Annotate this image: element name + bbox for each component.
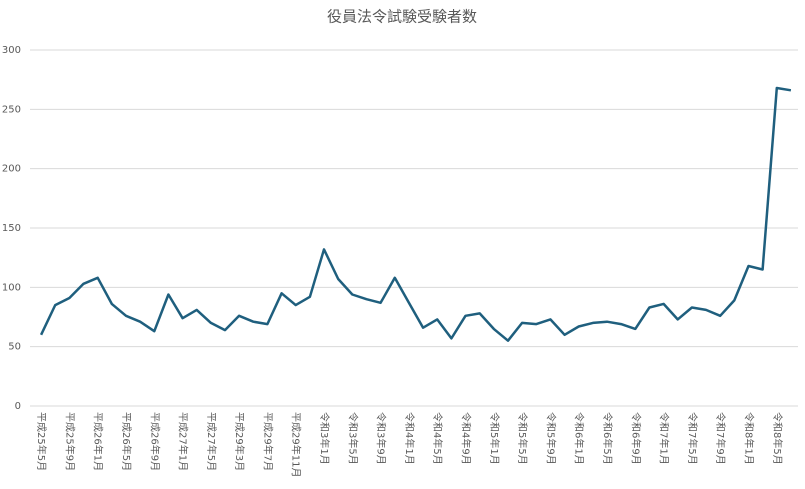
y-tick-label: 100 [2,282,21,293]
x-tick-label: 平成26年1月 [92,412,105,471]
y-tick-label: 50 [8,342,21,353]
x-tick-label: 令和5年9月 [544,412,557,465]
y-tick-label: 0 [15,401,21,412]
line-series [39,86,792,342]
x-tick-label: 令和5年5月 [516,412,529,465]
x-tick-label: 令和4年9月 [460,412,473,465]
y-tick-label: 250 [2,104,21,115]
x-tick-label: 令和3年9月 [375,412,388,465]
chart-title: 役員法令試験受験者数 [327,8,477,26]
x-tick-label: 令和7年9月 [714,412,727,465]
x-tick-label: 令和6年5月 [601,412,614,465]
x-tick-label: 平成25年5月 [35,412,48,471]
x-tick-label: 平成26年9月 [148,412,161,471]
y-tick-label: 300 [2,45,21,56]
y-tick-label: 200 [2,164,21,175]
y-tick-label: 150 [2,223,21,234]
x-tick-label: 令和7年5月 [686,412,699,465]
x-tick-label: 令和6年1月 [573,412,586,465]
x-tick-label: 平成29年3月 [233,412,246,471]
x-tick-label: 令和4年5月 [431,412,444,465]
x-tick-label: 令和5年1月 [488,412,501,465]
x-tick-label: 平成25年9月 [63,412,76,471]
x-tick-label: 平成29年7月 [261,412,274,471]
x-tick-label: 令和4年1月 [403,412,416,465]
x-tick-label: 令和3年1月 [318,412,331,465]
x-tick-label: 平成29年11月 [290,412,303,477]
x-tick-label: 平成27年5月 [205,412,218,471]
x-tick-label: 平成26年5月 [120,412,133,471]
x-tick-label: 令和3年5月 [346,412,359,465]
x-tick-label: 令和6年9月 [629,412,642,465]
x-tick-label: 令和8年1月 [742,412,755,465]
x-tick-label: 平成27年1月 [177,412,190,471]
x-tick-label: 令和7年1月 [658,412,671,465]
x-tick-label: 令和8年5月 [771,412,784,465]
